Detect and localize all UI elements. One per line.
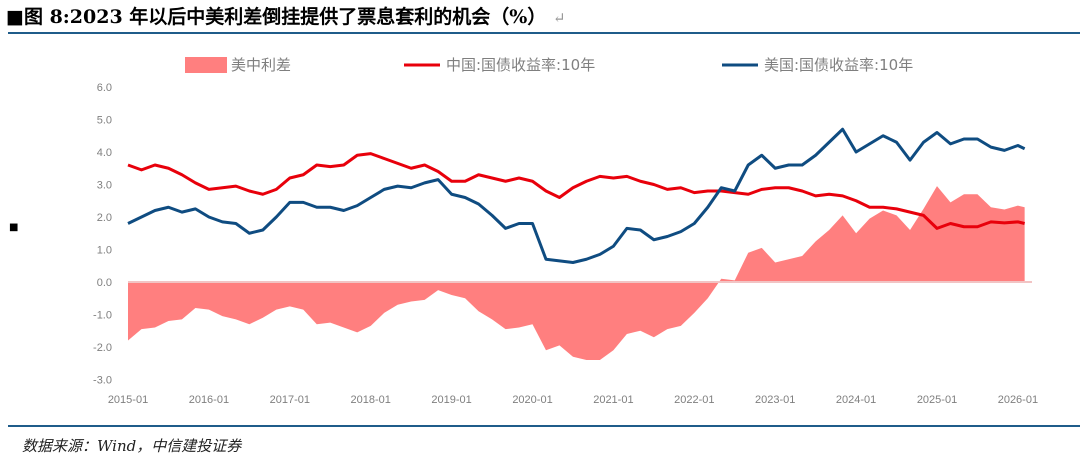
figure-title: ■图 8:2023 年以后中美利差倒挂提供了票息套利的机会（%） ↵ — [6, 6, 566, 28]
source-note: 数据来源：Wind，中信建投证券 — [22, 437, 242, 455]
x-tick-label: 2015-01 — [108, 394, 148, 406]
x-tick-label: 2023-01 — [755, 394, 795, 406]
x-tick-label: 2018-01 — [351, 394, 391, 406]
x-tick-label: 2022-01 — [674, 394, 714, 406]
x-tick-label: 2020-01 — [512, 394, 552, 406]
legend-label-spread: 美中利差 — [231, 56, 291, 74]
return-mark: ↵ — [552, 9, 566, 27]
top-rule — [8, 32, 1080, 34]
legend: 美中利差 中国:国债收益率:10年 美国:国债收益率:10年 — [185, 56, 913, 74]
x-tick-label: 2025-01 — [917, 394, 957, 406]
y-tick-label: 3.0 — [97, 180, 112, 192]
x-tick-label: 2017-01 — [270, 394, 310, 406]
legend-label-china: 中国:国债收益率:10年 — [446, 56, 595, 74]
y-tick-label: -2.0 — [93, 342, 112, 354]
bullet-mark: ■ — [9, 222, 19, 233]
y-tick-label: 2.0 — [97, 212, 112, 224]
y-tick-label: 6.0 — [97, 82, 112, 94]
y-tick-label: -3.0 — [93, 375, 112, 387]
x-tick-label: 2019-01 — [431, 394, 471, 406]
y-tick-label: 5.0 — [97, 115, 112, 127]
y-tick-label: 0.0 — [97, 277, 112, 289]
y-tick-label: 1.0 — [97, 245, 112, 257]
x-tick-label: 2016-01 — [189, 394, 229, 406]
bottom-rule — [8, 425, 1080, 427]
legend-swatch-spread — [185, 57, 227, 73]
legend-label-us: 美国:国债收益率:10年 — [764, 56, 913, 74]
x-tick-label: 2026-01 — [998, 394, 1038, 406]
x-tick-label: 2021-01 — [593, 394, 633, 406]
chart: 美中利差 中国:国债收益率:10年 美国:国债收益率:10年 6.0 5.0 4.0… — [93, 56, 1038, 406]
y-tick-label: 4.0 — [97, 147, 112, 159]
y-tick-label: -1.0 — [93, 310, 112, 322]
us-10y-line — [127, 127, 1026, 264]
x-tick-label: 2024-01 — [836, 394, 876, 406]
china-10y-line — [127, 152, 1025, 230]
spread-area — [128, 186, 1025, 360]
